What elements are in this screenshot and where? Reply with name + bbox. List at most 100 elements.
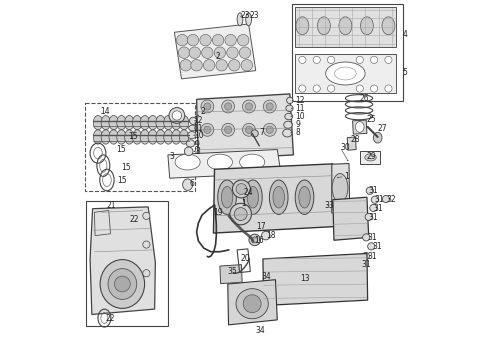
- Ellipse shape: [224, 103, 232, 110]
- Ellipse shape: [201, 47, 213, 58]
- Ellipse shape: [175, 154, 200, 170]
- Ellipse shape: [140, 116, 149, 130]
- Ellipse shape: [93, 116, 102, 130]
- Polygon shape: [90, 207, 155, 315]
- Text: 27: 27: [378, 123, 387, 132]
- Ellipse shape: [252, 237, 258, 243]
- Text: 31: 31: [362, 260, 371, 269]
- Ellipse shape: [335, 67, 356, 80]
- Bar: [292, 4, 403, 101]
- Ellipse shape: [244, 180, 262, 215]
- Ellipse shape: [140, 130, 149, 144]
- Ellipse shape: [332, 174, 348, 202]
- Ellipse shape: [270, 180, 288, 215]
- Ellipse shape: [243, 295, 261, 313]
- Ellipse shape: [326, 62, 365, 85]
- Ellipse shape: [109, 130, 118, 144]
- Ellipse shape: [313, 85, 320, 92]
- Text: 31: 31: [374, 195, 384, 204]
- Ellipse shape: [263, 100, 276, 113]
- Ellipse shape: [180, 59, 192, 71]
- Text: 9: 9: [195, 140, 199, 149]
- Ellipse shape: [100, 260, 145, 309]
- Text: 31: 31: [368, 213, 378, 222]
- Ellipse shape: [327, 85, 335, 92]
- Ellipse shape: [327, 56, 335, 63]
- Ellipse shape: [237, 13, 243, 26]
- Ellipse shape: [371, 196, 378, 203]
- Polygon shape: [333, 197, 368, 240]
- Ellipse shape: [239, 47, 251, 58]
- Ellipse shape: [363, 234, 370, 241]
- Text: 24: 24: [243, 188, 253, 197]
- Ellipse shape: [224, 126, 232, 134]
- Text: 21: 21: [107, 201, 117, 210]
- Text: 19: 19: [213, 208, 222, 217]
- Polygon shape: [174, 24, 256, 79]
- Polygon shape: [168, 149, 281, 178]
- Ellipse shape: [356, 85, 364, 92]
- Ellipse shape: [370, 204, 377, 212]
- Text: 1: 1: [242, 199, 246, 208]
- Text: 15: 15: [118, 176, 127, 185]
- Text: 3: 3: [169, 152, 174, 161]
- Text: 25: 25: [367, 114, 376, 123]
- Ellipse shape: [148, 116, 157, 130]
- Ellipse shape: [245, 13, 251, 26]
- Ellipse shape: [286, 105, 293, 112]
- Ellipse shape: [370, 56, 378, 63]
- Polygon shape: [263, 253, 368, 306]
- Ellipse shape: [188, 132, 196, 139]
- Text: 23: 23: [250, 10, 259, 19]
- Ellipse shape: [172, 116, 181, 130]
- Ellipse shape: [382, 17, 395, 35]
- Ellipse shape: [164, 130, 173, 144]
- Text: 29: 29: [367, 152, 376, 161]
- Text: 28: 28: [350, 135, 360, 144]
- Text: 31: 31: [372, 242, 382, 251]
- Polygon shape: [196, 94, 294, 160]
- Polygon shape: [214, 164, 334, 233]
- Text: 8: 8: [196, 147, 200, 156]
- Ellipse shape: [216, 59, 227, 71]
- Ellipse shape: [169, 108, 185, 123]
- Text: 31: 31: [367, 252, 376, 261]
- Ellipse shape: [266, 126, 273, 134]
- Ellipse shape: [101, 130, 110, 144]
- Text: 22: 22: [106, 314, 115, 323]
- Text: 1: 1: [344, 172, 349, 181]
- Ellipse shape: [207, 154, 232, 170]
- Polygon shape: [220, 265, 242, 284]
- Ellipse shape: [176, 35, 188, 46]
- Ellipse shape: [362, 252, 369, 260]
- Text: 10: 10: [295, 112, 305, 121]
- Ellipse shape: [249, 234, 260, 246]
- Ellipse shape: [187, 35, 199, 46]
- Ellipse shape: [204, 126, 211, 134]
- Ellipse shape: [299, 186, 310, 208]
- Ellipse shape: [117, 116, 126, 130]
- Polygon shape: [347, 137, 356, 150]
- Ellipse shape: [251, 130, 258, 137]
- Bar: [295, 54, 395, 93]
- Ellipse shape: [370, 85, 378, 92]
- Text: 17: 17: [256, 222, 266, 231]
- Ellipse shape: [178, 47, 190, 58]
- Text: 11: 11: [193, 123, 202, 132]
- Ellipse shape: [365, 213, 372, 221]
- Ellipse shape: [143, 241, 150, 248]
- Ellipse shape: [318, 17, 330, 35]
- Text: 12: 12: [193, 116, 202, 125]
- Ellipse shape: [373, 132, 382, 143]
- Ellipse shape: [172, 130, 181, 144]
- Ellipse shape: [296, 17, 309, 35]
- Ellipse shape: [228, 59, 240, 71]
- Ellipse shape: [230, 203, 251, 225]
- Ellipse shape: [221, 186, 233, 208]
- Ellipse shape: [93, 130, 102, 144]
- Ellipse shape: [156, 130, 165, 144]
- Text: 12: 12: [295, 96, 305, 105]
- Ellipse shape: [225, 35, 236, 46]
- Ellipse shape: [132, 130, 142, 144]
- Ellipse shape: [236, 289, 269, 319]
